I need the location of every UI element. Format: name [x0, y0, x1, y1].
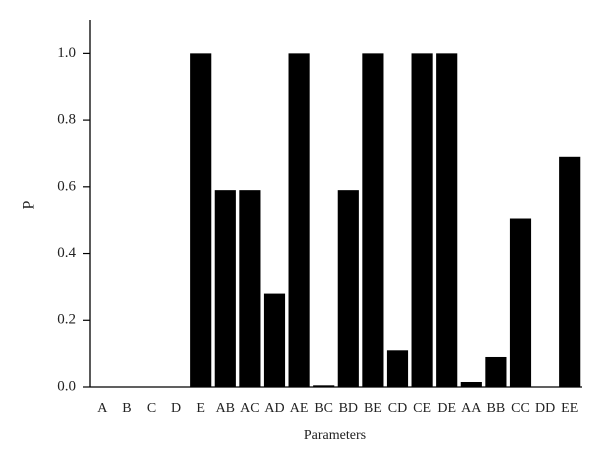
- bar: [509, 218, 532, 387]
- x-tick-label: AB: [216, 401, 235, 416]
- y-tick-label: 1.0: [57, 45, 76, 61]
- x-tick-label: BD: [339, 401, 358, 416]
- bar: [313, 385, 335, 387]
- bar: [436, 53, 458, 387]
- bar: [485, 356, 507, 387]
- bar: [460, 381, 482, 387]
- bar: [239, 190, 261, 387]
- y-tick-label: 0.6: [57, 178, 76, 194]
- x-axis-label: Parameters: [304, 428, 366, 443]
- bar: [559, 156, 581, 387]
- bar: [214, 190, 236, 387]
- y-tick-label: 0.8: [57, 112, 76, 128]
- x-tick-label: BB: [487, 401, 506, 416]
- x-tick-label: A: [97, 401, 108, 416]
- x-tick-label: AA: [461, 401, 482, 416]
- y-axis-label: P: [21, 200, 38, 209]
- x-tick-label: AC: [240, 401, 259, 416]
- x-tick-label: EE: [561, 401, 578, 416]
- bar: [386, 350, 409, 387]
- y-tick-label: 0.2: [57, 312, 76, 328]
- x-tick-label: E: [196, 401, 205, 416]
- y-tick-label: 0.4: [57, 245, 76, 261]
- bar: [263, 293, 286, 387]
- x-tick-label: CD: [388, 401, 407, 416]
- x-tick-label: BE: [364, 401, 382, 416]
- bar: [411, 53, 433, 387]
- x-tick-label: CC: [511, 401, 530, 416]
- x-tick-label: CE: [413, 401, 431, 416]
- x-tick-label: B: [122, 401, 131, 416]
- y-tick-label: 0.0: [57, 378, 76, 394]
- x-tick-label: AE: [290, 401, 309, 416]
- x-tick-label: BC: [314, 401, 333, 416]
- bar: [288, 53, 310, 387]
- bar: [337, 190, 359, 387]
- x-tick-label: D: [171, 401, 181, 416]
- x-tick-label: C: [147, 401, 156, 416]
- x-tick-label: AD: [264, 401, 284, 416]
- x-tick-label: DE: [437, 401, 456, 416]
- x-tick-label: DD: [535, 401, 555, 416]
- bar: [362, 53, 384, 387]
- bar: [190, 53, 212, 387]
